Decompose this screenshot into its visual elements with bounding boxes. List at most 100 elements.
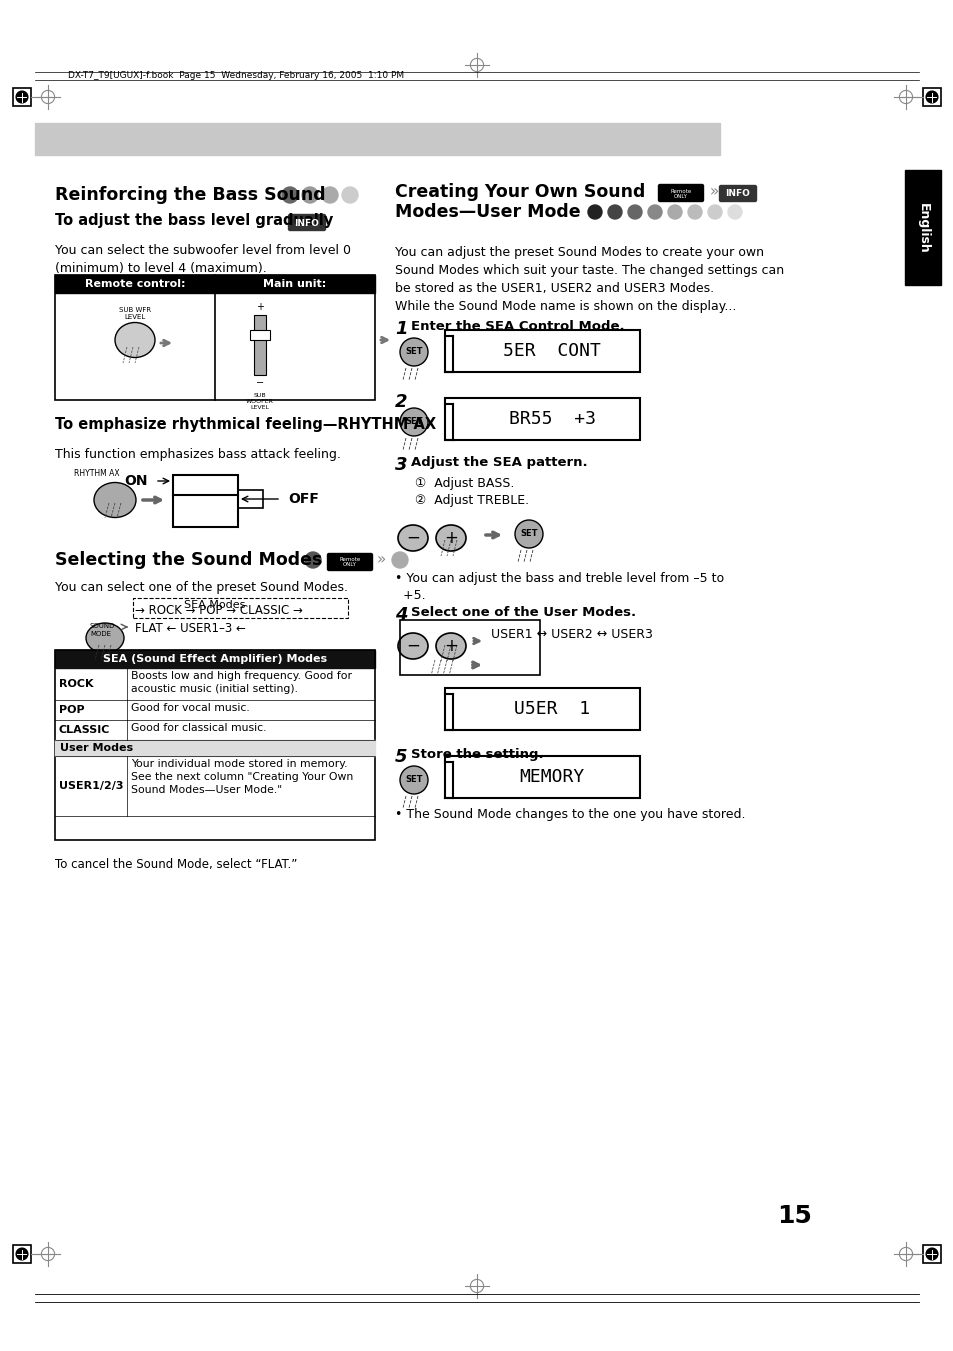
Text: SET: SET: [519, 530, 537, 538]
Text: Main unit:: Main unit:: [263, 280, 326, 289]
Text: Enter the SEA Control Mode.: Enter the SEA Control Mode.: [411, 320, 624, 332]
Text: 1: 1: [395, 320, 407, 338]
Text: Good for classical music.: Good for classical music.: [131, 723, 266, 734]
Text: This function emphasizes bass attack feeling.: This function emphasizes bass attack fee…: [55, 449, 340, 461]
Text: SET: SET: [405, 417, 422, 426]
Bar: [444, 688, 639, 730]
Ellipse shape: [397, 634, 428, 659]
Bar: [55, 276, 375, 400]
Text: Remote
ONLY: Remote ONLY: [339, 557, 360, 567]
Text: Your individual mode stored in memory.
See the next column "Creating Your Own
So: Your individual mode stored in memory. S…: [131, 759, 353, 796]
Text: Remote control:: Remote control:: [85, 280, 185, 289]
Circle shape: [392, 553, 408, 567]
Text: DX-T7_T9[UGUX]-f.book  Page 15  Wednesday, February 16, 2005  1:10 PM: DX-T7_T9[UGUX]-f.book Page 15 Wednesday,…: [68, 72, 404, 81]
Circle shape: [16, 91, 28, 103]
Bar: [55, 276, 375, 293]
Circle shape: [322, 186, 337, 203]
Circle shape: [667, 205, 681, 219]
Text: USER1 ↔ USER2 ↔ USER3: USER1 ↔ USER2 ↔ USER3: [491, 628, 652, 640]
Text: 3: 3: [395, 457, 407, 474]
Bar: [444, 330, 639, 372]
FancyBboxPatch shape: [658, 185, 702, 201]
Text: To adjust the bass level gradually: To adjust the bass level gradually: [55, 212, 333, 227]
Text: • The Sound Mode changes to the one you have stored.: • The Sound Mode changes to the one you …: [395, 808, 744, 821]
Text: +: +: [443, 530, 457, 547]
Ellipse shape: [515, 520, 542, 549]
Circle shape: [647, 205, 661, 219]
Ellipse shape: [115, 323, 154, 358]
Text: SUB
WOOFER
LEVEL: SUB WOOFER LEVEL: [246, 393, 274, 409]
Text: You can select one of the preset Sound Modes.: You can select one of the preset Sound M…: [55, 581, 348, 594]
Circle shape: [16, 1248, 28, 1260]
Circle shape: [687, 205, 701, 219]
Text: POP: POP: [59, 705, 85, 715]
Bar: [399, 620, 539, 676]
Text: → ROCK → POP → CLASSIC →: → ROCK → POP → CLASSIC →: [135, 604, 302, 616]
Circle shape: [925, 91, 937, 103]
Text: Adjust the SEA pattern.: Adjust the SEA pattern.: [411, 457, 587, 469]
Text: +: +: [443, 638, 457, 655]
FancyBboxPatch shape: [288, 215, 325, 231]
Text: • You can adjust the bass and treble level from –5 to
  +5.: • You can adjust the bass and treble lev…: [395, 571, 723, 603]
Text: While the Sound Mode name is shown on the display...: While the Sound Mode name is shown on th…: [395, 300, 736, 313]
Circle shape: [282, 186, 297, 203]
Text: Reinforcing the Bass Sound: Reinforcing the Bass Sound: [55, 186, 325, 204]
Text: OFF: OFF: [288, 492, 318, 507]
Bar: [172, 476, 237, 527]
Text: To cancel the Sound Mode, select “FLAT.”: To cancel the Sound Mode, select “FLAT.”: [55, 858, 297, 871]
Text: INFO: INFO: [294, 219, 319, 227]
Ellipse shape: [436, 634, 465, 659]
Text: FLAT ← USER1–3 ←: FLAT ← USER1–3 ←: [135, 621, 246, 635]
Circle shape: [707, 205, 721, 219]
Text: 5: 5: [395, 748, 407, 766]
Bar: [444, 757, 639, 798]
Bar: [904, 170, 940, 285]
Bar: [250, 330, 270, 340]
Text: U5ER  1: U5ER 1: [514, 700, 590, 717]
Text: Creating Your Own Sound: Creating Your Own Sound: [395, 182, 644, 201]
Text: To emphasize rhythmical feeling—RHYTHM AX: To emphasize rhythmical feeling—RHYTHM A…: [55, 417, 436, 432]
Ellipse shape: [436, 526, 465, 551]
Text: »: »: [376, 553, 386, 567]
Text: BR55  +3: BR55 +3: [508, 409, 595, 428]
Ellipse shape: [94, 482, 136, 517]
Circle shape: [627, 205, 641, 219]
Bar: [55, 650, 375, 840]
Text: 15: 15: [777, 1204, 812, 1228]
Ellipse shape: [399, 338, 428, 366]
Text: CLASSIC: CLASSIC: [59, 725, 111, 735]
Text: SET: SET: [405, 775, 422, 784]
Text: SET: SET: [405, 347, 422, 357]
Text: Boosts low and high frequency. Good for
acoustic music (initial setting).: Boosts low and high frequency. Good for …: [131, 671, 352, 694]
Circle shape: [727, 205, 741, 219]
Bar: [253, 315, 266, 376]
Text: ①  Adjust BASS.: ① Adjust BASS.: [415, 477, 514, 490]
Text: ON: ON: [125, 474, 148, 488]
Text: SUB WFR
LEVEL: SUB WFR LEVEL: [119, 307, 151, 320]
Text: 2: 2: [395, 393, 407, 411]
Text: Remote
ONLY: Remote ONLY: [670, 189, 691, 200]
Circle shape: [925, 1248, 937, 1260]
Circle shape: [607, 205, 621, 219]
Text: ROCK: ROCK: [59, 680, 93, 689]
Text: English: English: [916, 203, 928, 254]
Bar: [237, 490, 263, 508]
Ellipse shape: [399, 408, 428, 436]
Text: Store the setting.: Store the setting.: [411, 748, 543, 761]
Text: −: −: [406, 638, 419, 655]
Text: Select one of the User Modes.: Select one of the User Modes.: [411, 607, 636, 619]
Text: Selecting the Sound Modes: Selecting the Sound Modes: [55, 551, 322, 569]
FancyBboxPatch shape: [719, 185, 756, 201]
Ellipse shape: [399, 766, 428, 794]
Bar: [55, 740, 375, 757]
Text: SEA (Sound Effect Amplifier) Modes: SEA (Sound Effect Amplifier) Modes: [103, 654, 327, 663]
Text: 5ER  CONT: 5ER CONT: [503, 342, 600, 359]
Circle shape: [341, 186, 357, 203]
Bar: [923, 88, 940, 105]
Text: You can select the subwoofer level from level 0
(minimum) to level 4 (maximum).: You can select the subwoofer level from …: [55, 245, 351, 276]
Text: 4: 4: [395, 607, 407, 624]
Bar: [13, 1246, 30, 1263]
Text: You can adjust the preset Sound Modes to create your own
Sound Modes which suit : You can adjust the preset Sound Modes to…: [395, 246, 783, 295]
Text: MEMORY: MEMORY: [519, 767, 584, 786]
Circle shape: [587, 205, 601, 219]
